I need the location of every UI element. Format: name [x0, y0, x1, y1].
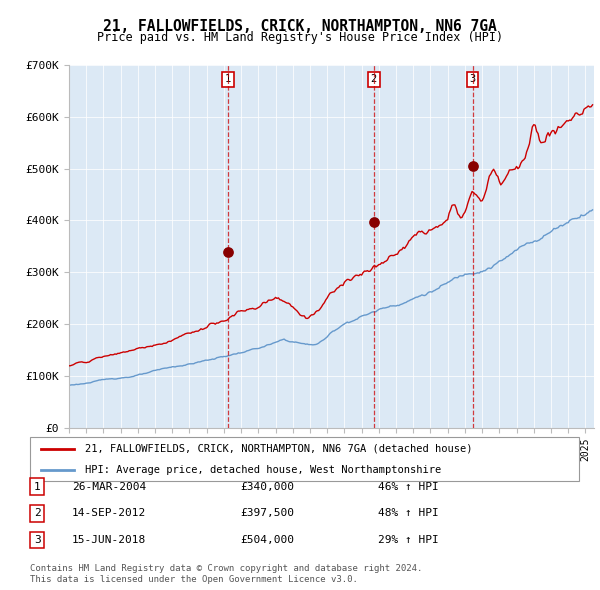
- Text: 1: 1: [225, 74, 231, 84]
- Text: £504,000: £504,000: [240, 535, 294, 545]
- Text: 1: 1: [34, 482, 41, 491]
- Text: 3: 3: [34, 535, 41, 545]
- Text: 21, FALLOWFIELDS, CRICK, NORTHAMPTON, NN6 7GA: 21, FALLOWFIELDS, CRICK, NORTHAMPTON, NN…: [103, 19, 497, 34]
- Text: 15-JUN-2018: 15-JUN-2018: [72, 535, 146, 545]
- Text: Price paid vs. HM Land Registry's House Price Index (HPI): Price paid vs. HM Land Registry's House …: [97, 31, 503, 44]
- Text: 2: 2: [34, 509, 41, 518]
- Text: This data is licensed under the Open Government Licence v3.0.: This data is licensed under the Open Gov…: [30, 575, 358, 584]
- Text: 2: 2: [371, 74, 377, 84]
- Text: Contains HM Land Registry data © Crown copyright and database right 2024.: Contains HM Land Registry data © Crown c…: [30, 565, 422, 573]
- FancyBboxPatch shape: [30, 437, 579, 481]
- Point: [369, 217, 379, 227]
- Text: 14-SEP-2012: 14-SEP-2012: [72, 509, 146, 518]
- Text: £340,000: £340,000: [240, 482, 294, 491]
- Text: 26-MAR-2004: 26-MAR-2004: [72, 482, 146, 491]
- Point: [223, 247, 233, 256]
- Text: HPI: Average price, detached house, West Northamptonshire: HPI: Average price, detached house, West…: [85, 465, 441, 475]
- Text: 48% ↑ HPI: 48% ↑ HPI: [378, 509, 439, 518]
- Text: 46% ↑ HPI: 46% ↑ HPI: [378, 482, 439, 491]
- Text: £397,500: £397,500: [240, 509, 294, 518]
- Text: 29% ↑ HPI: 29% ↑ HPI: [378, 535, 439, 545]
- Point: [468, 162, 478, 171]
- Text: 3: 3: [470, 74, 476, 84]
- Text: 21, FALLOWFIELDS, CRICK, NORTHAMPTON, NN6 7GA (detached house): 21, FALLOWFIELDS, CRICK, NORTHAMPTON, NN…: [85, 444, 472, 454]
